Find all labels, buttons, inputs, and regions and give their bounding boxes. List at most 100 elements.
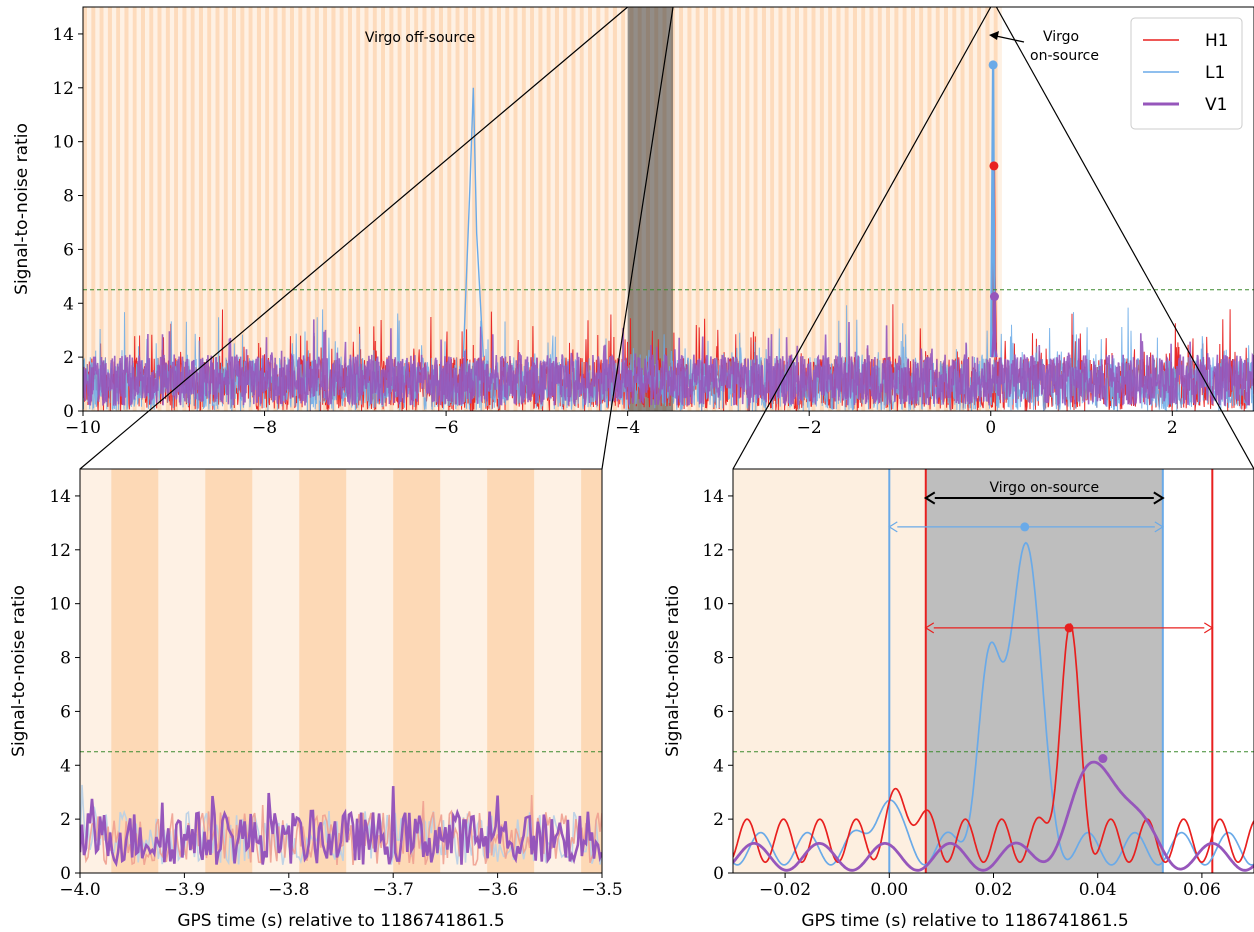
offsource-band xyxy=(877,7,882,411)
offsource-band xyxy=(679,7,684,411)
offsource-band xyxy=(145,7,150,411)
peak-trace-L1 xyxy=(462,87,485,358)
offsource-band xyxy=(765,7,771,411)
offsource-band xyxy=(430,7,435,411)
onsource-span-label: Virgo on-source xyxy=(990,480,1100,496)
offsource-band xyxy=(621,7,626,411)
offsource-band xyxy=(964,7,969,411)
offsource-band xyxy=(931,7,936,411)
zoom-connectors xyxy=(79,6,1254,470)
offsource-band xyxy=(786,7,791,411)
legend-label-V1: V1 xyxy=(1205,95,1227,115)
offsource-band xyxy=(571,7,576,411)
offsource-band xyxy=(815,7,820,411)
offsource-band xyxy=(993,7,998,411)
offsource-band xyxy=(852,7,858,411)
noise-traces xyxy=(83,304,1254,411)
bottom-right-y-tick-label: 8 xyxy=(713,649,724,669)
offsource-band xyxy=(91,7,96,411)
offsource-band xyxy=(397,7,402,411)
offsource-band xyxy=(525,7,531,411)
offsource-band xyxy=(157,7,162,411)
offsource-band xyxy=(140,7,146,411)
offsource-shade xyxy=(733,469,926,873)
offsource-band xyxy=(281,7,286,411)
offsource-band xyxy=(310,7,315,411)
onsource-arrow-head xyxy=(1153,491,1165,505)
offsource-band xyxy=(480,7,485,411)
bottom-left-y-ticks: 0 2 4 6 8 10 12 14 xyxy=(49,487,80,884)
offsource-band xyxy=(128,7,133,411)
offsource-band xyxy=(890,7,895,411)
offsource-band xyxy=(836,7,841,411)
trace-H1 xyxy=(733,623,1254,864)
offsource-band xyxy=(124,7,129,411)
offsource-band xyxy=(799,7,804,411)
offsource-band xyxy=(530,7,535,411)
top-y-tick-label: 8 xyxy=(63,187,74,207)
offsource-band xyxy=(823,7,829,411)
offsource-band xyxy=(356,7,361,411)
onsource-label-line2: on-source xyxy=(1030,48,1099,64)
trace-V1 xyxy=(80,786,602,868)
offsource-band xyxy=(103,7,108,411)
offsource-band xyxy=(426,7,431,411)
bottom-left-y-tick-label: 10 xyxy=(49,595,71,615)
zoom-region xyxy=(627,7,674,411)
offsource-band xyxy=(943,7,949,411)
offsource-band xyxy=(625,7,630,411)
offsource-band xyxy=(683,7,688,411)
bottom-left-y-tick-label: 2 xyxy=(60,810,71,830)
offsource-band xyxy=(604,7,609,411)
offsource-band xyxy=(327,7,332,411)
legend-label-H1: H1 xyxy=(1205,31,1229,51)
offsource-band xyxy=(708,7,713,411)
offsource-band xyxy=(592,7,597,411)
offsource-band xyxy=(596,7,601,411)
peak-marker-V1 xyxy=(989,292,999,302)
bottom-right-y-tick-label: 12 xyxy=(702,541,724,561)
top-panel: −10 −8 −6 −4 −2 0 2 0 2 4 6 8 10 12 14 Signal-to-nois… xyxy=(12,6,1254,438)
offsource-band xyxy=(807,7,812,411)
offsource-band xyxy=(260,7,266,411)
offsource-band xyxy=(881,7,887,411)
offsource-band xyxy=(794,7,800,411)
top-x-tick-label: −2 xyxy=(797,418,822,438)
bottom-left-x-tick-label: −4.0 xyxy=(59,880,100,900)
trace-V1 xyxy=(83,319,1254,407)
bottom-left-y-tick-label: 14 xyxy=(49,487,71,507)
trace-V1 xyxy=(733,760,1254,872)
h1-window-arrow-head xyxy=(1204,622,1214,634)
offsource-band xyxy=(314,7,319,411)
offsource-band xyxy=(496,7,502,411)
offsource-band xyxy=(749,7,754,411)
l1-window-arrow-head xyxy=(888,521,898,533)
top-y-tick-label: 4 xyxy=(63,294,74,314)
offsource-band xyxy=(207,7,212,411)
top-x-tick-label: −6 xyxy=(434,418,459,438)
offsource-band xyxy=(828,7,833,411)
offsource-band xyxy=(616,7,622,411)
offsource-band xyxy=(385,7,390,411)
offsource-band xyxy=(695,7,700,411)
offsource-label: Virgo off-source xyxy=(365,30,475,46)
offsource-band xyxy=(778,7,783,411)
offsource-band xyxy=(509,7,514,411)
offsource-band xyxy=(240,7,245,411)
peak-markers xyxy=(1020,522,1108,764)
offsource-band xyxy=(136,7,141,411)
offsource-band xyxy=(405,7,411,411)
offsource-band xyxy=(488,7,493,411)
offsource-band xyxy=(111,469,159,873)
offsource-band xyxy=(215,7,220,411)
legend: H1 L1 V1 xyxy=(1130,17,1243,130)
peak-marker-L1 xyxy=(988,60,998,70)
offsource-band xyxy=(331,7,336,411)
offsource-band xyxy=(761,7,766,411)
offsource-band xyxy=(579,7,584,411)
bottom-right-x-tick-label: 0.02 xyxy=(975,880,1013,900)
bottom-right-x-tick-label: 0.00 xyxy=(870,880,908,900)
offsource-band xyxy=(265,7,270,411)
offsource-band xyxy=(774,7,779,411)
